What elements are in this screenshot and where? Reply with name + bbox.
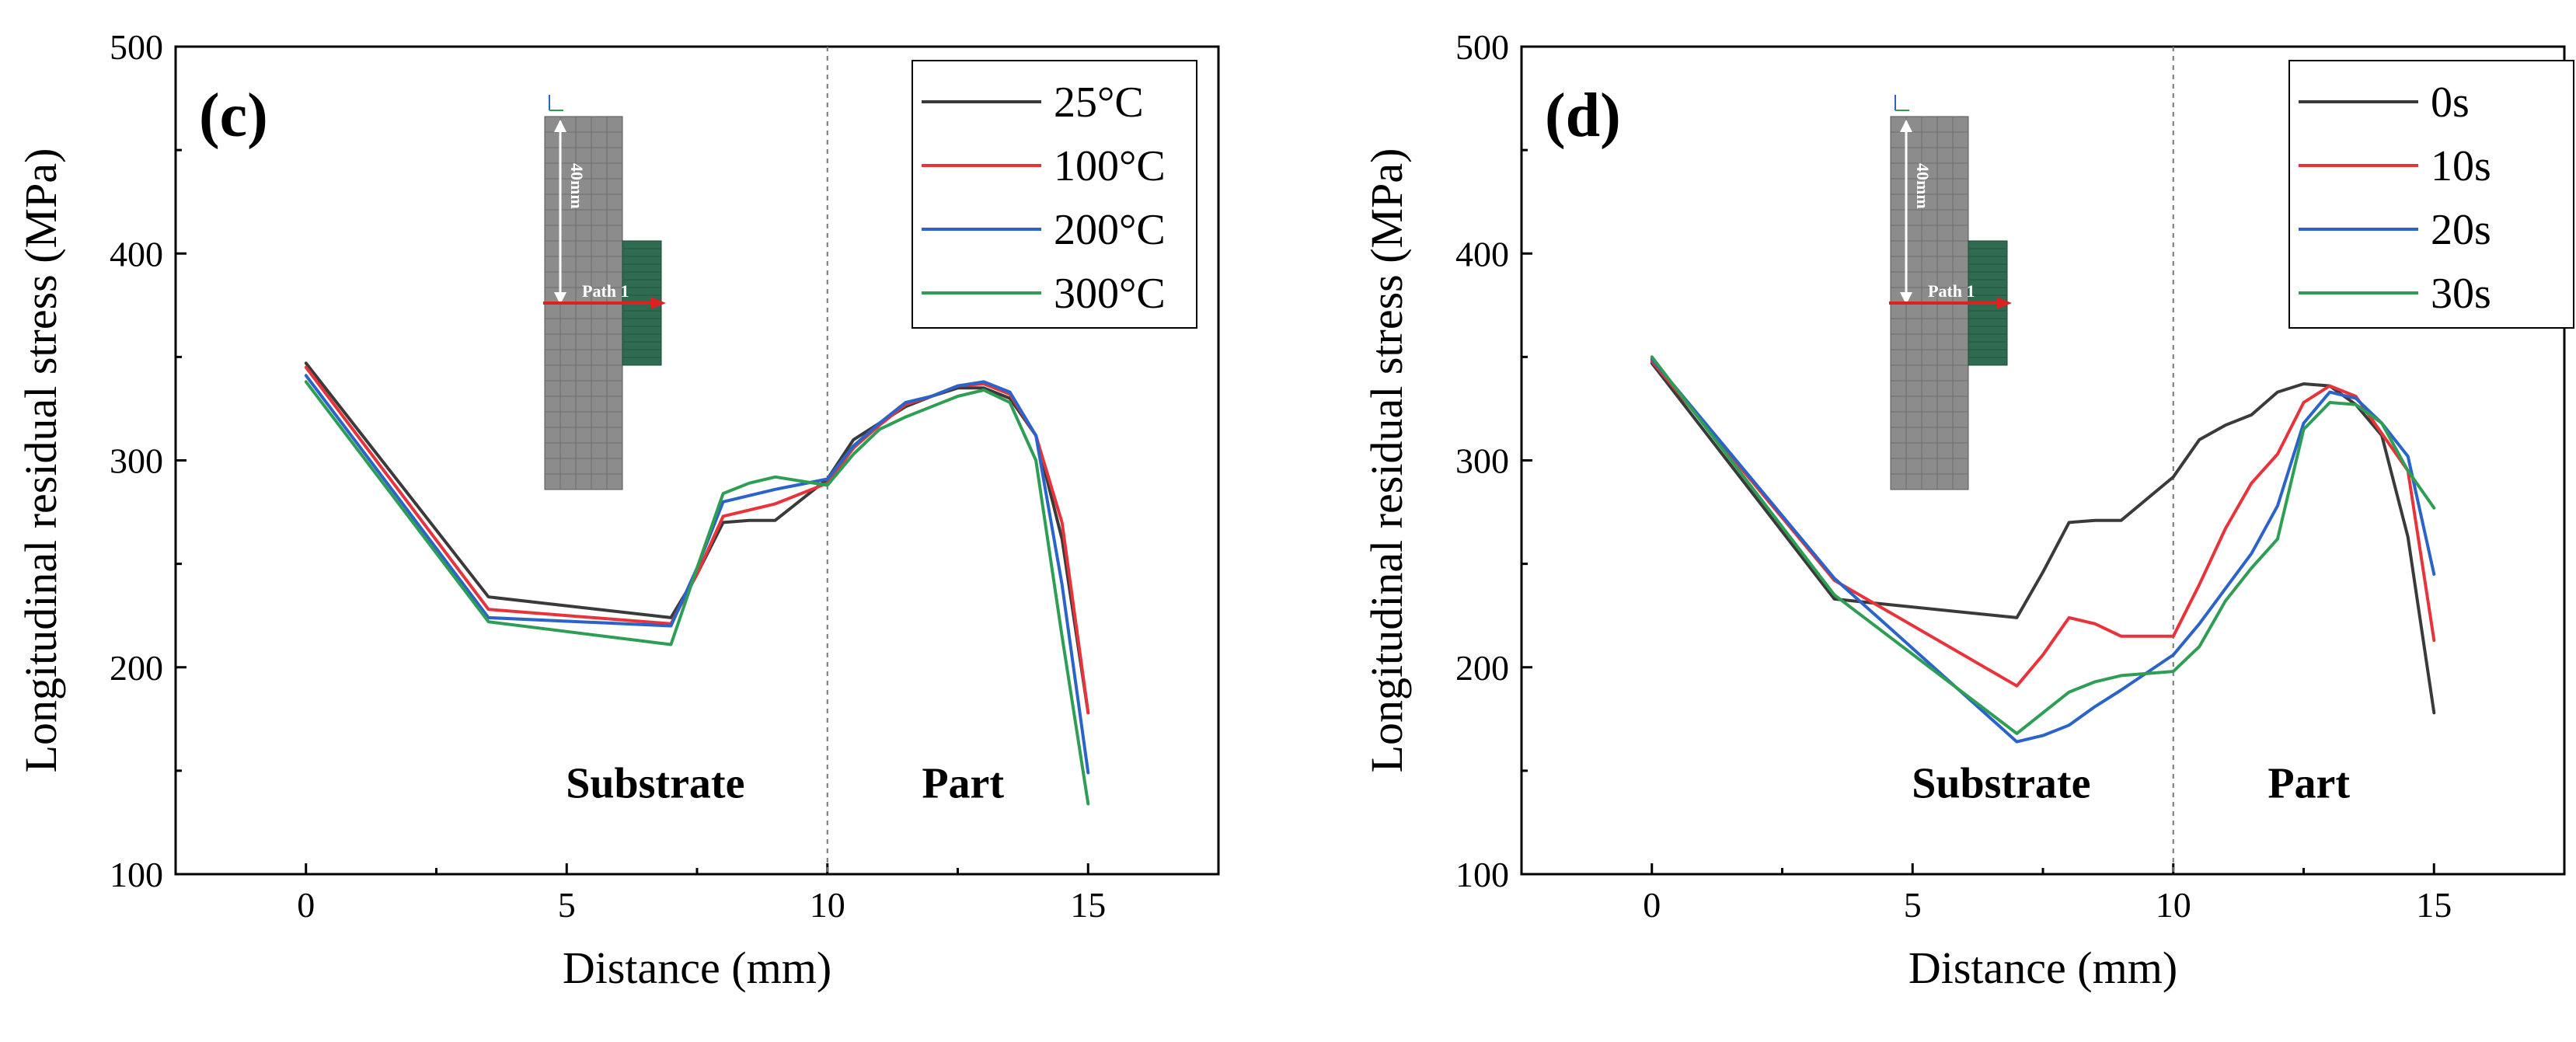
inset-arrow-head-top [1900,120,1912,132]
y-tick-label: 400 [110,234,163,274]
y-tick-label: 300 [1455,441,1509,481]
inset-dimension-label: 40mm [1913,163,1933,209]
series-line-100°C [304,365,1090,715]
inset-schematic: 40mm Path 1 [1889,95,2012,490]
y-tick-label: 300 [110,441,163,481]
legend-label: 25°C [1054,78,1144,127]
y-tick-label: 100 [110,855,163,894]
region-label: Part [922,759,1004,807]
region-label: Substrate [1912,759,2090,807]
legend-box [912,60,1197,329]
legend-label: 20s [2431,206,2491,254]
y-tick-label: 200 [1455,648,1509,688]
panel-label: (c) [199,82,268,150]
inset-path-label: Path 1 [582,281,629,301]
inset-path-arrow-head [650,297,666,309]
legend-label: 200°C [1054,206,1166,254]
series-line-30s [1650,355,2436,735]
series-line-20s [1650,357,2436,744]
legend-label: 0s [2431,78,2470,127]
inset-path-arrow-head [1996,297,2012,309]
y-tick-label: 100 [1455,855,1509,894]
legend-label: 10s [2431,142,2491,190]
inset-arrow-head-top [554,120,566,132]
y-tick-label: 200 [110,648,163,688]
x-axis-title: Distance (mm) [1908,943,2177,993]
x-tick-label: 10 [810,885,845,925]
x-tick-label: 0 [1643,885,1661,925]
region-label: Part [2268,759,2350,807]
panel-label: (d) [1545,82,1621,150]
series-line-0s [1650,361,2436,715]
x-tick-label: 0 [297,885,315,925]
x-tick-label: 10 [2156,885,2191,925]
y-tick-label: 400 [1455,234,1509,274]
inset-schematic: 40mm Path 1 [543,95,666,490]
inset-dimension-label: 40mm [567,163,587,209]
panel-d: 0 5 10 15 100 200 300 400 500 Distance (mm) Longit… [1361,27,2574,993]
legend-label: 100°C [1054,142,1166,190]
legend: 0s 10s 20s 30s [2288,60,2574,329]
legend-box [2288,60,2574,329]
x-tick-label: 5 [1904,885,1922,925]
inset-path-label: Path 1 [1928,281,1975,301]
legend: 25°C 100°C 200°C 300°C [912,60,1197,329]
panel-c: 0 5 10 15 100 200 300 400 500 Distance (mm) Longit… [16,27,1220,993]
x-tick-label: 15 [1070,885,1106,925]
x-axis-title: Distance (mm) [563,943,831,993]
inset-arrow-head-bottom [554,292,566,305]
legend-label: 300°C [1054,270,1166,318]
series-line-300°C [304,380,1090,806]
y-tick-label: 500 [1455,27,1509,67]
x-tick-label: 15 [2416,885,2452,925]
x-tick-label: 5 [558,885,576,925]
inset-arrow-head-bottom [1900,292,1912,305]
legend-label: 30s [2431,270,2491,318]
y-tick-label: 500 [110,27,163,67]
y-axis-title: Longitudinal residual stress (MPa) [1361,148,1412,773]
region-label: Substrate [566,759,744,807]
y-axis-title: Longitudinal residual stress (MPa) [16,148,66,773]
